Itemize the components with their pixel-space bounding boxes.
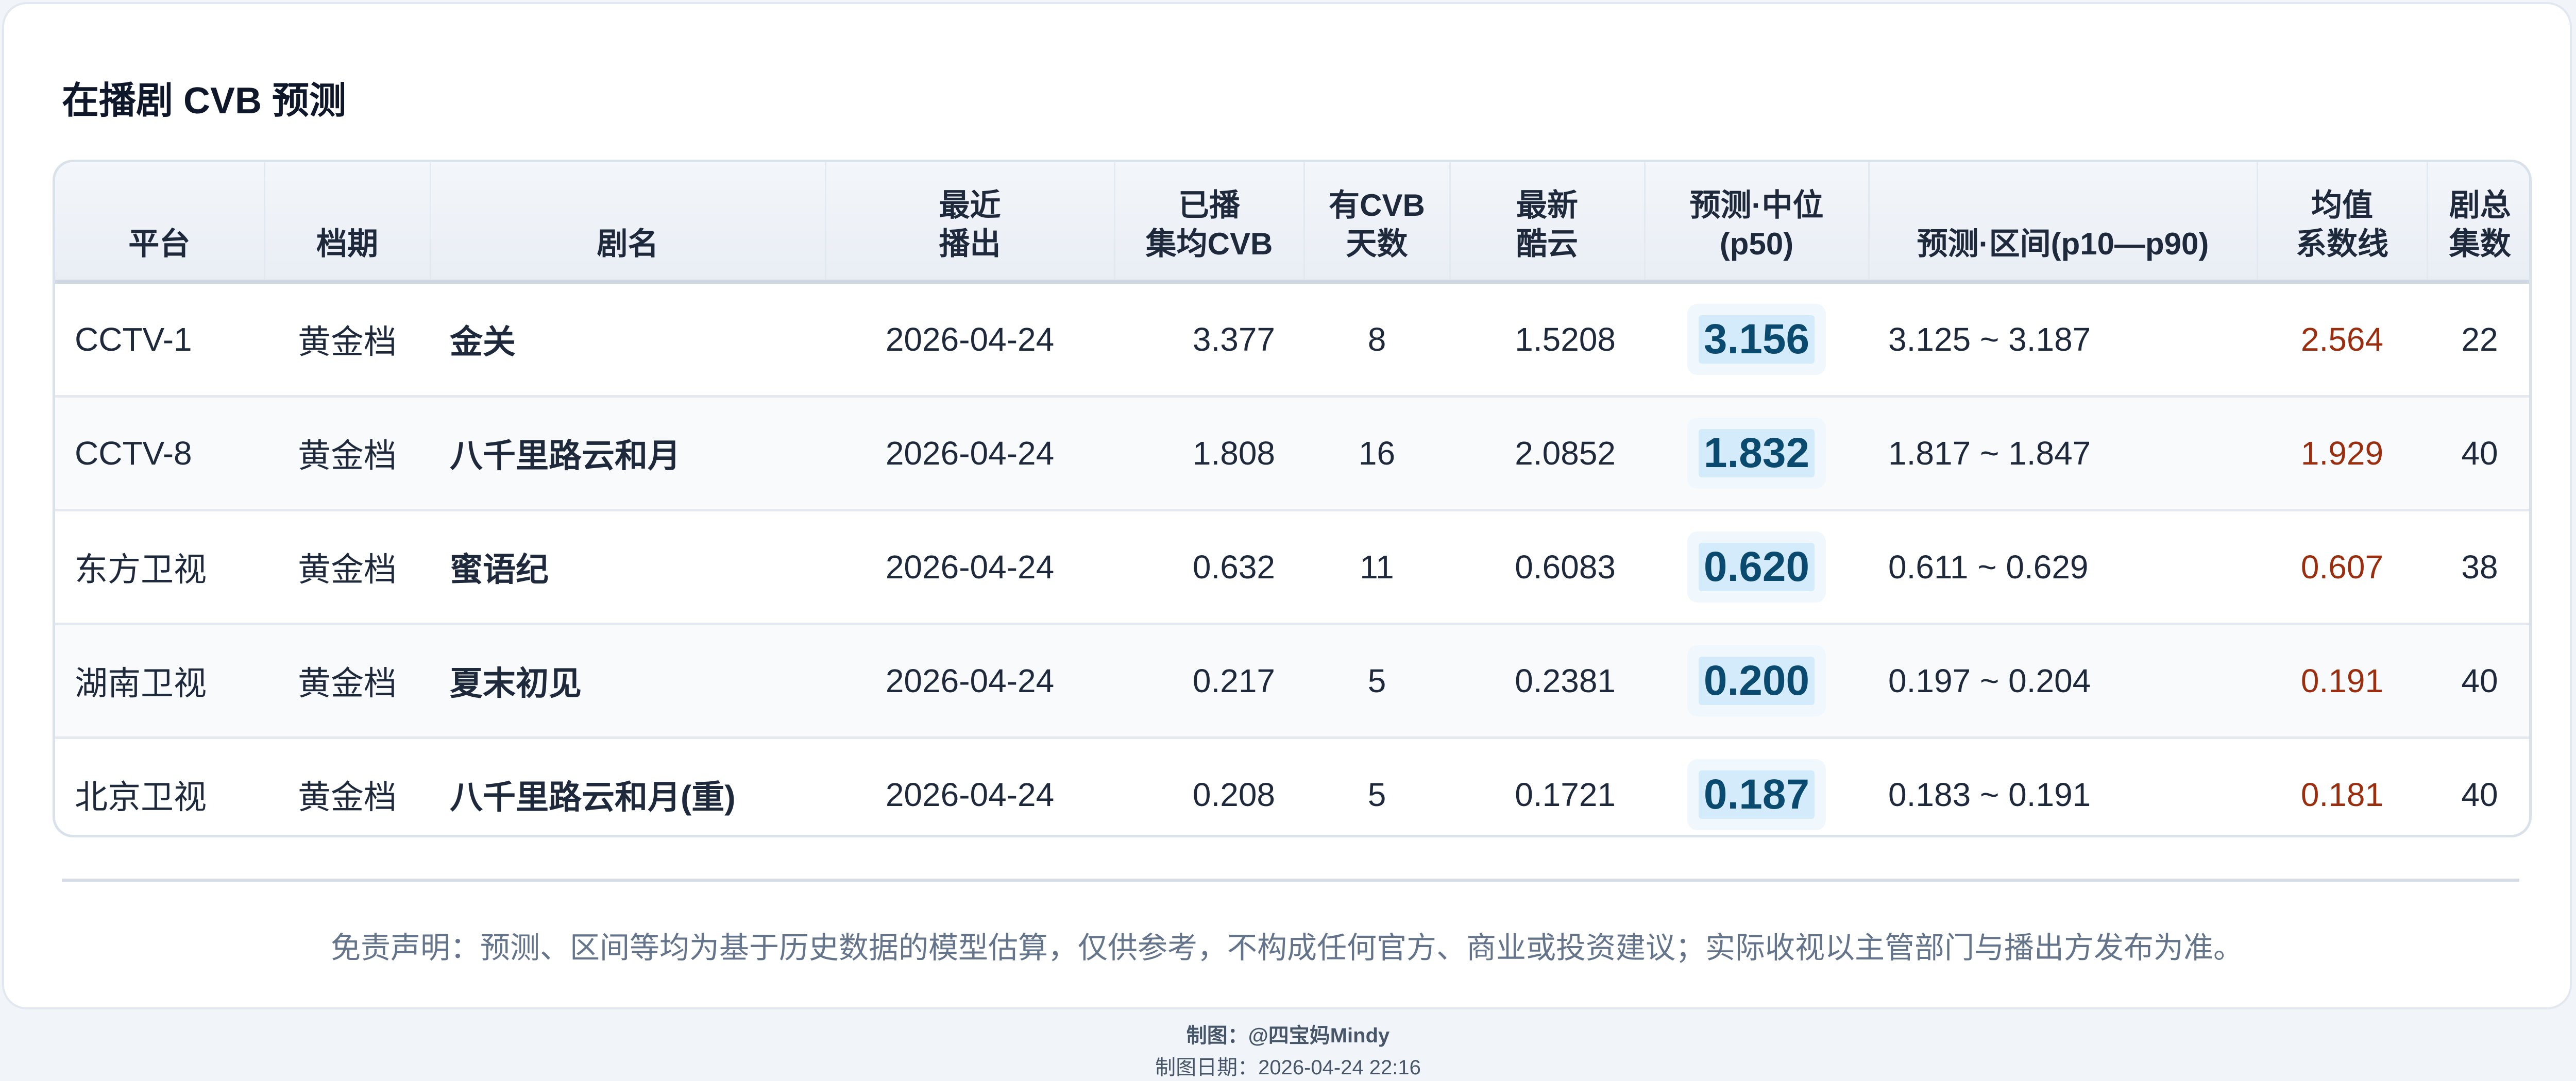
cell-episodes: 40: [2461, 776, 2498, 813]
column-header-cvb-days: 有CVB 天数: [1304, 162, 1451, 284]
footer-author: 制图：@四宝妈Mindy: [1186, 1024, 1390, 1047]
cell-range: 0.197 ~ 0.204: [1869, 624, 2257, 739]
cell-cvb-days: 11: [1304, 510, 1450, 625]
cell-name: 金关: [430, 282, 825, 398]
cell-episodes: 40: [2427, 624, 2529, 739]
cell-name: 八千里路云和月(重): [450, 779, 736, 816]
cell-name: 夏末初见: [430, 624, 825, 739]
cell-platform: CCTV-1: [55, 282, 264, 398]
cell-episodes: 22: [2427, 282, 2529, 398]
column-header-episodes: 剧总 集数: [2427, 162, 2529, 284]
prediction-table-container: 平台 档期 剧名 最近 播出 已播 集均CVB 有CVB 天数 最新 酷云 预测·中位 (p5…: [53, 160, 2532, 837]
page-title: 在播剧 CVB 预测: [62, 80, 347, 122]
divider: [62, 879, 2519, 882]
cell-coef-line: 0.181: [2300, 776, 2384, 813]
column-header-kuyun: 最新 酷云: [1450, 162, 1646, 284]
cell-avg-cvb: 0.632: [1114, 510, 1304, 625]
p50-value: 1.832: [1698, 429, 1815, 477]
cell-coef-line: 2.564: [2257, 282, 2427, 398]
column-header-platform: 平台: [55, 162, 265, 284]
cell-p50: 3.156: [1645, 282, 1869, 398]
cell-avg-cvb: 0.217: [1114, 624, 1304, 739]
table-row: 东方卫视 黄金档 蜜语纪 2026-04-24 0.632 11 0.6083 0.620 0.…: [55, 510, 2529, 625]
column-header-name: 剧名: [430, 162, 826, 284]
cell-slot: 黄金档: [264, 396, 430, 511]
cell-slot: 黄金档: [264, 510, 430, 625]
card: 在播剧 CVB 预测 平台 档期 剧名 最近 播出 已播 集均CVB 有CVB 天数 最新 …: [2, 2, 2572, 1009]
cell-platform: CCTV-8: [55, 396, 264, 511]
table-row: CCTV-1 黄金档 金关 2026-04-24 3.377 8 1.5208 3.156 3.…: [55, 282, 2529, 398]
cell-last-air: 2026-04-24: [825, 396, 1114, 511]
cell-platform: 北京卫视: [75, 779, 207, 816]
cell-coef-line: 1.929: [2257, 396, 2427, 511]
cell-episodes: 38: [2427, 510, 2529, 625]
cell-p50: 0.200: [1645, 624, 1869, 739]
cell-avg-cvb: 3.377: [1114, 282, 1304, 398]
column-header-last-air: 最近 播出: [825, 162, 1115, 284]
table-header-row: 平台 档期 剧名 最近 播出 已播 集均CVB 有CVB 天数 最新 酷云 预测·中位 (p5…: [55, 162, 2529, 284]
p50-value: 0.200: [1698, 657, 1815, 705]
cell-range: 1.817 ~ 1.847: [1869, 396, 2257, 511]
cell-kuyun: 2.0852: [1450, 396, 1645, 511]
cell-cvb-days: 16: [1304, 396, 1450, 511]
table-row: CCTV-8 黄金档 八千里路云和月 2026-04-24 1.808 16 2.0852 1…: [55, 396, 2529, 511]
p50-value: 3.156: [1698, 315, 1815, 364]
cell-range: 3.125 ~ 3.187: [1869, 282, 2257, 398]
cell-cvb-days: 5: [1367, 776, 1386, 813]
footer-date: 制图日期：2026-04-24 22:16: [1155, 1056, 1421, 1079]
table-row: 湖南卫视 黄金档 夏末初见 2026-04-24 0.217 5 0.2381 0.200 0.…: [55, 624, 2529, 739]
cell-p50: 1.832: [1645, 396, 1869, 511]
cell-kuyun: 0.1721: [1515, 776, 1616, 813]
cell-last-air: 2026-04-24: [825, 510, 1114, 625]
cell-coef-line: 0.607: [2257, 510, 2427, 625]
cell-name: 蜜语纪: [430, 510, 825, 625]
cell-episodes: 40: [2427, 396, 2529, 511]
disclaimer: 免责声明：预测、区间等均为基于历史数据的模型估算，仅供参考，不构成任何官方、商业…: [330, 931, 2243, 965]
cell-p50: 0.187: [1645, 738, 1869, 835]
p50-value: 0.620: [1698, 543, 1815, 591]
cell-slot: 黄金档: [264, 624, 430, 739]
cell-last-air: 2026-04-24: [825, 624, 1114, 739]
cell-coef-line: 0.191: [2257, 624, 2427, 739]
cell-platform: 东方卫视: [55, 510, 264, 625]
cell-last-air: 2026-04-24: [825, 282, 1114, 398]
column-header-coef-line: 均值 系数线: [2257, 162, 2428, 284]
column-header-avg-cvb: 已播 集均CVB: [1114, 162, 1305, 284]
cell-cvb-days: 5: [1304, 624, 1450, 739]
cell-name: 八千里路云和月: [430, 396, 825, 511]
column-header-p50: 预测·中位 (p50): [1645, 162, 1870, 284]
table-row: 北京卫视 黄金档 八千里路云和月(重) 2026-04-24 0.208 5 0.1721 0…: [55, 738, 2529, 835]
cell-kuyun: 0.6083: [1450, 510, 1645, 625]
p50-value: 0.187: [1698, 770, 1815, 819]
cell-p50: 0.620: [1645, 510, 1869, 625]
cell-kuyun: 1.5208: [1450, 282, 1645, 398]
column-header-range: 预测·区间(p10—p90): [1869, 162, 2258, 284]
cell-platform: 湖南卫视: [55, 624, 264, 739]
cell-kuyun: 0.2381: [1450, 624, 1645, 739]
cell-last-air: 2026-04-24: [885, 776, 1055, 813]
cell-slot: 黄金档: [298, 779, 397, 816]
cell-avg-cvb: 1.808: [1114, 396, 1304, 511]
cell-range: 0.611 ~ 0.629: [1869, 510, 2257, 625]
cell-cvb-days: 8: [1304, 282, 1450, 398]
prediction-table: 平台 档期 剧名 最近 播出 已播 集均CVB 有CVB 天数 最新 酷云 预测·中位 (p5…: [55, 162, 2529, 835]
cell-avg-cvb: 0.208: [1192, 776, 1275, 813]
column-header-slot: 档期: [264, 162, 431, 284]
cell-slot: 黄金档: [264, 282, 430, 398]
cell-range: 0.183 ~ 0.191: [1888, 776, 2091, 813]
